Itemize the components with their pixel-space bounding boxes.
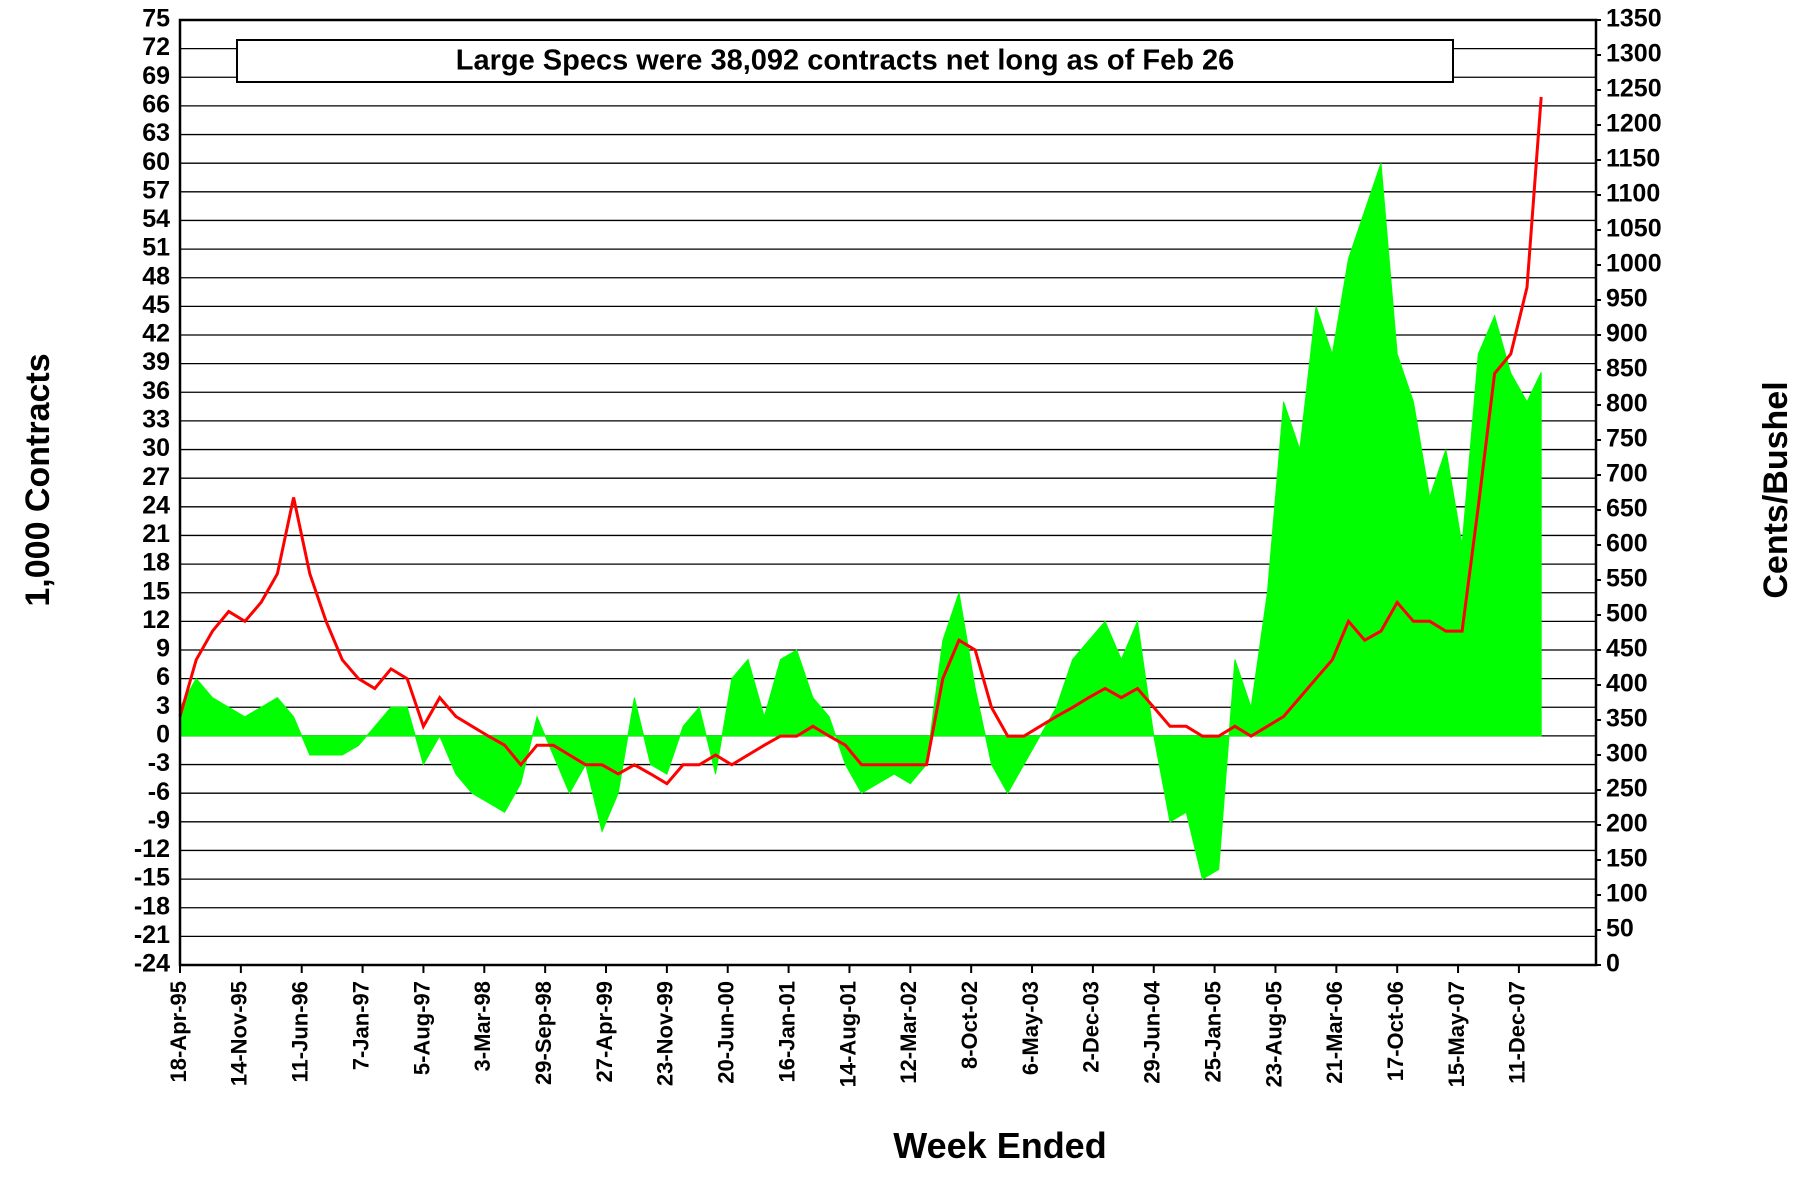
y2-tick-label: 950	[1606, 285, 1648, 313]
y-tick-label: 72	[142, 33, 170, 61]
plot-frame	[178, 18, 1598, 967]
y2-tick-label: 1200	[1606, 110, 1662, 138]
y2-tick-label: 700	[1606, 460, 1648, 488]
x-tick-label: 14-Aug-01	[835, 981, 860, 1087]
x-tick-label: 23-Aug-05	[1261, 981, 1286, 1087]
y2-tick-label: 550	[1606, 565, 1648, 593]
y2-tick-label: 1250	[1606, 75, 1662, 103]
y-tick-label: 24	[142, 491, 170, 519]
y-tick-label: 30	[142, 434, 170, 462]
y2-tick-label: 1350	[1606, 5, 1662, 33]
y-tick-label: -15	[134, 864, 170, 892]
x-tick-label: 27-Apr-99	[592, 981, 617, 1082]
x-tick-label: 20-Jun-00	[714, 981, 739, 1084]
x-tick-label: 29-Sep-98	[531, 981, 556, 1085]
chart-title: Large Specs were 38,092 contracts net lo…	[456, 45, 1234, 77]
y-tick-label: 51	[142, 234, 170, 262]
y-tick-label: 21	[142, 520, 170, 548]
y-tick-label: 3	[156, 692, 170, 720]
x-axis-title: Week Ended	[893, 1125, 1106, 1166]
y2-tick-label: 50	[1606, 915, 1634, 943]
x-tick-label: 18-Apr-95	[166, 981, 191, 1082]
x-tick-label: 7-Jan-97	[348, 981, 373, 1070]
x-tick-label: 2-Dec-03	[1079, 981, 1104, 1073]
y-tick-label: -9	[148, 806, 170, 834]
x-tick-label: 5-Aug-97	[409, 981, 434, 1075]
x-tick-label: 15-May-07	[1444, 981, 1469, 1087]
y2-tick-label: 1150	[1606, 145, 1660, 173]
y-tick-label: 75	[142, 5, 170, 33]
y-tick-label: -21	[134, 921, 170, 949]
y-tick-label: 27	[142, 463, 170, 491]
y2-tick-label: 500	[1606, 600, 1648, 628]
x-tick-label: 11-Dec-07	[1505, 981, 1530, 1084]
y-tick-label: -18	[134, 892, 170, 920]
x-tick-label: 11-Jun-96	[288, 981, 313, 1083]
y-tick-label: 54	[142, 205, 170, 233]
y-tick-label: 69	[142, 62, 170, 90]
y-tick-label: 15	[142, 577, 170, 605]
y2-tick-label: 750	[1606, 425, 1648, 453]
y-tick-label: 36	[142, 377, 170, 405]
x-tick-label: 21-Mar-06	[1322, 981, 1347, 1084]
y-tick-label: 0	[156, 721, 170, 749]
y2-tick-label: 1100	[1606, 180, 1660, 208]
y-tick-label: -6	[148, 778, 170, 806]
y-tick-label: -24	[134, 950, 170, 978]
y2-tick-label: 300	[1606, 740, 1648, 768]
y2-tick-label: 0	[1606, 950, 1620, 978]
y-tick-label: 33	[142, 406, 170, 434]
y2-tick-label: 900	[1606, 320, 1648, 348]
y-tick-label: -3	[148, 749, 170, 777]
y2-tick-label: 100	[1606, 880, 1648, 908]
price-line	[178, 96, 1543, 786]
y2-tick-label: 650	[1606, 495, 1648, 523]
y-tick-label: 18	[142, 549, 170, 577]
x-tick-label: 6-May-03	[1018, 981, 1043, 1075]
x-tick-label: 12-Mar-02	[896, 981, 921, 1084]
x-tick-label: 3-Mar-98	[470, 981, 495, 1071]
y-tick-label: 39	[142, 348, 170, 376]
y2-tick-label: 400	[1606, 670, 1648, 698]
y-tick-label: 9	[156, 635, 170, 663]
y2-tick-label: 850	[1606, 355, 1648, 383]
data	[179, 163, 1542, 880]
y-tick-label: 42	[142, 320, 170, 348]
x-tick-label: 8-Oct-02	[957, 981, 982, 1069]
y2-tick-label: 450	[1606, 635, 1648, 663]
y2-tick-label: 600	[1606, 530, 1648, 558]
y-tick-label: 66	[142, 91, 170, 119]
x-tick-label: 16-Jan-01	[774, 981, 799, 1083]
y2-tick-label: 350	[1606, 705, 1648, 733]
y2-tick-label: 1050	[1606, 215, 1662, 243]
net-position-area	[179, 163, 1542, 880]
x-tick-label: 23-Nov-99	[653, 981, 678, 1086]
y2-axis-title: Cents/Bushel	[1757, 381, 1795, 598]
y2-tick-label: 200	[1606, 810, 1648, 838]
x-tick-label: 29-Jun-04	[1140, 980, 1165, 1083]
y-tick-label: 45	[142, 291, 170, 319]
y2-tick-label: 150	[1606, 845, 1648, 873]
y-axis-title: 1,000 Contracts	[19, 353, 57, 606]
y2-tick-label: 250	[1606, 775, 1648, 803]
x-tick-label: 25-Jan-05	[1200, 981, 1225, 1083]
y-tick-label: 12	[142, 606, 170, 634]
x-tick-label: 14-Nov-95	[227, 981, 252, 1086]
y2-tick-label: 800	[1606, 390, 1648, 418]
y-tick-label: -12	[134, 835, 170, 863]
y-tick-label: 63	[142, 119, 170, 147]
y2-tick-label: 1000	[1606, 250, 1662, 278]
x-tick-label: 17-Oct-06	[1383, 981, 1408, 1081]
y-tick-label: 48	[142, 262, 170, 290]
title-box	[236, 39, 1454, 83]
y-tick-label: 57	[142, 176, 170, 204]
y2-tick-label: 1300	[1606, 40, 1662, 68]
y-tick-label: 6	[156, 663, 170, 691]
y-tick-label: 60	[142, 148, 170, 176]
